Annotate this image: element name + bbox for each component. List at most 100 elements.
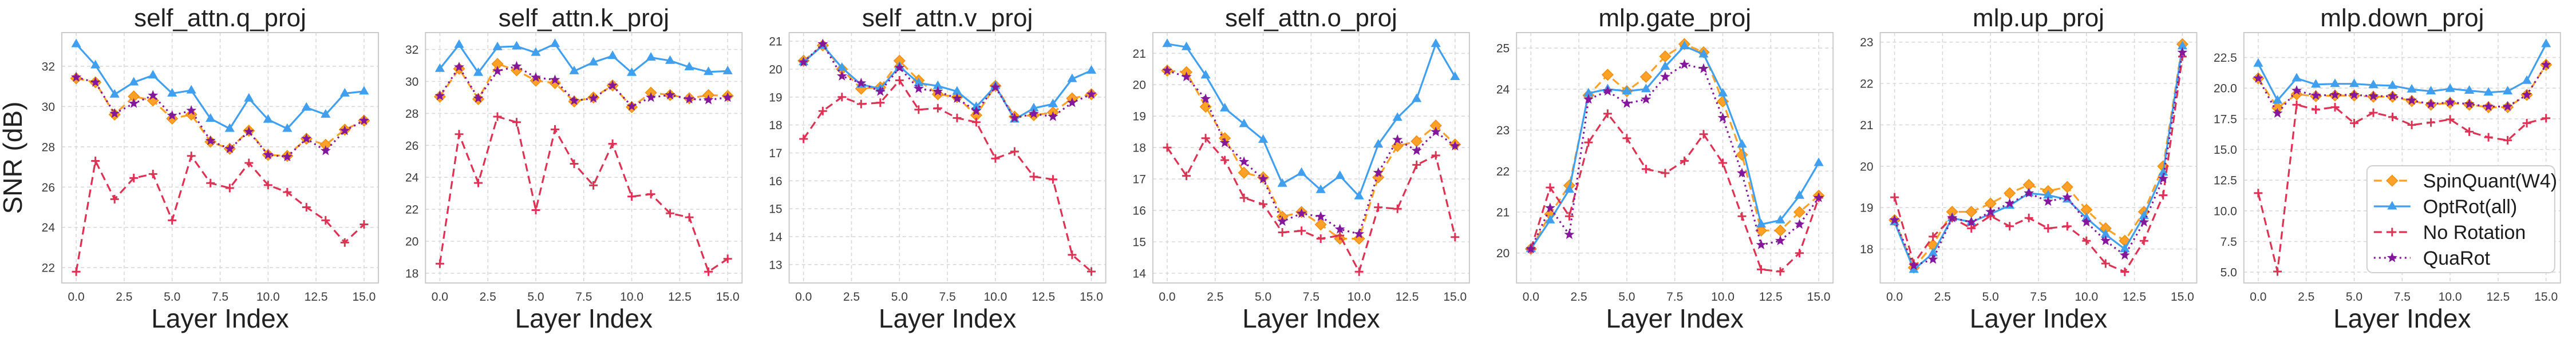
series-marker-no-rotation — [302, 203, 311, 212]
plot-border — [1152, 32, 1470, 284]
series-marker-optrot-all — [607, 50, 618, 59]
series-marker-no-rotation — [991, 154, 1000, 163]
series-marker-quarot — [1966, 217, 1977, 227]
legend-label-quarot: QuaRot — [2423, 248, 2491, 269]
y-tick-label: 15.0 — [2214, 143, 2237, 157]
series-marker-quarot — [1775, 235, 1785, 245]
y-tick-label: 5.0 — [2221, 266, 2237, 280]
series-marker-no-rotation — [646, 190, 655, 199]
legend-entry-no-rotation: No Rotation — [2373, 222, 2526, 244]
series-marker-optrot-all — [1545, 214, 1555, 224]
series-marker-optrot-all — [244, 93, 254, 102]
x-tick-label: 7.5 — [1303, 290, 1319, 304]
x-tick-label: 10.0 — [2439, 290, 2462, 304]
x-tick-label: 10.0 — [620, 290, 643, 304]
plot-border — [1879, 32, 2198, 284]
series-marker-quarot — [1660, 71, 1670, 82]
plot-border — [2243, 32, 2561, 284]
series-marker-optrot-all — [2310, 79, 2321, 88]
series-marker-no-rotation — [1795, 249, 1804, 258]
series-marker-no-rotation — [2063, 222, 2072, 231]
series-marker-optrot-all — [1583, 87, 1594, 97]
series-marker-no-rotation — [283, 188, 292, 197]
series-marker-no-rotation — [168, 216, 177, 225]
series-marker-quarot — [454, 61, 464, 72]
series-marker-quarot — [186, 105, 197, 115]
series-line-spinquant-w4 — [1167, 69, 1456, 240]
series-marker-optrot-all — [1392, 112, 1402, 121]
series-marker-quarot — [2522, 89, 2532, 99]
series-marker-quarot — [2502, 101, 2513, 111]
series-marker-no-rotation — [1967, 224, 1976, 233]
x-tick-label: 5.0 — [2346, 290, 2362, 304]
series-marker-no-rotation — [1048, 175, 1057, 184]
series-marker-quarot — [148, 90, 159, 100]
series-marker-spinquant-w4 — [1601, 69, 1614, 81]
chart-panel-mlp-up-proj: mlp.up_proj 18 19 20 21 22 23 0.0 2.5 5.0 7.5 10.0 1… — [1860, 4, 2198, 333]
series-marker-no-rotation — [2465, 127, 2474, 136]
series-marker-optrot-all — [2483, 87, 2494, 96]
series-marker-optrot-all — [531, 47, 541, 56]
series-marker-no-rotation — [110, 194, 119, 204]
series-marker-quarot — [1583, 94, 1594, 104]
series-marker-quarot — [665, 89, 675, 99]
series-marker-no-rotation — [225, 184, 234, 193]
series-marker-optrot-all — [2043, 190, 2053, 198]
series-marker-quarot — [1927, 254, 1938, 264]
series-marker-optrot-all — [1048, 98, 1058, 107]
x-tick-label: 2.5 — [2298, 290, 2314, 304]
chart-title-self-attn-v-proj: self_attn.v_proj — [862, 4, 1033, 32]
y-tick-label: 23 — [1860, 36, 1873, 49]
chart-title-mlp-gate-proj: mlp.gate_proj — [1598, 4, 1751, 32]
series-marker-quarot — [722, 92, 733, 102]
series-marker-no-rotation — [1929, 232, 1938, 241]
x-tick-label: 5.0 — [1618, 290, 1635, 304]
series-line-quarot — [2257, 64, 2547, 115]
y-tick-label: 22 — [42, 262, 55, 275]
series-marker-optrot-all — [1239, 118, 1249, 127]
x-tick-label: 0.0 — [1159, 290, 1175, 304]
y-tick-label: 18 — [769, 119, 782, 132]
series-line-optrot-all — [1167, 41, 1456, 198]
chart-panel-self-attn-q-proj: self_attn.q_proj 22 24 26 28 30 32 0.0 2.5 5.0 7.5… — [0, 4, 379, 333]
series-marker-optrot-all — [2407, 83, 2417, 93]
series-line-no-rotation — [438, 115, 729, 273]
series-marker-no-rotation — [2024, 213, 2033, 222]
series-marker-no-rotation — [531, 206, 540, 214]
series-marker-optrot-all — [2177, 41, 2187, 50]
series-marker-quarot — [1411, 145, 1422, 155]
series-marker-no-rotation — [1757, 265, 1765, 274]
series-marker-no-rotation — [723, 254, 732, 264]
series-marker-optrot-all — [2387, 80, 2398, 89]
series-marker-optrot-all — [1412, 93, 1422, 102]
x-tick-label: 10.0 — [256, 290, 280, 304]
series-line-quarot — [1167, 69, 1456, 236]
series-marker-no-rotation — [1776, 267, 1785, 276]
series-marker-no-rotation — [340, 238, 349, 247]
series-marker-quarot — [2158, 173, 2168, 184]
series-marker-quarot — [1717, 112, 1728, 122]
series-marker-quarot — [511, 61, 522, 71]
x-tick-label: 15.0 — [716, 290, 740, 304]
series-line-spinquant-w4 — [76, 77, 365, 157]
legend-entry-optrot-all: OptRot(all) — [2373, 196, 2517, 218]
x-tick-label: 15.0 — [2534, 290, 2558, 304]
series-marker-optrot-all — [1354, 190, 1364, 200]
x-tick-label: 12.5 — [1759, 290, 1783, 304]
x-axis-label: Layer Index — [515, 304, 653, 333]
series-marker-no-rotation — [1316, 234, 1325, 243]
series-marker-no-rotation — [1374, 203, 1383, 212]
y-tick-label: 20 — [1496, 247, 1510, 260]
series-marker-spinquant-w4 — [1755, 224, 1768, 237]
legend-label-spinquant-w4: SpinQuant(W4) — [2423, 170, 2557, 192]
series-line-no-rotation — [1894, 56, 2183, 273]
series-marker-no-rotation — [2330, 103, 2340, 111]
series-marker-spinquant-w4 — [166, 112, 179, 125]
series-marker-optrot-all — [2503, 86, 2513, 95]
series-marker-no-rotation — [263, 181, 272, 190]
x-tick-label: 2.5 — [1207, 290, 1223, 304]
series-marker-quarot — [2291, 85, 2302, 95]
series-marker-quarot — [875, 86, 886, 96]
